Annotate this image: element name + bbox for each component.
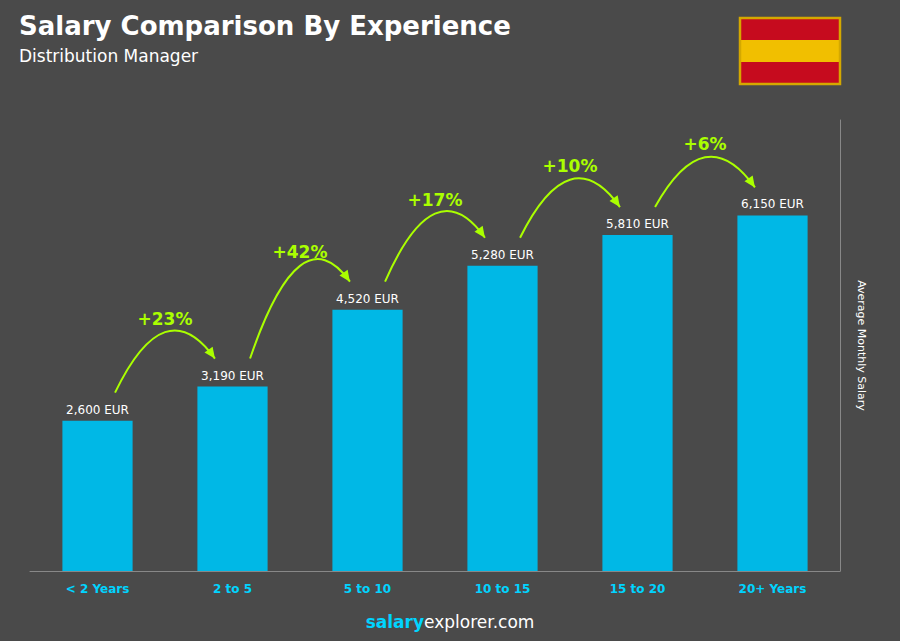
- svg-text:5 to 10: 5 to 10: [344, 582, 391, 596]
- svg-text:4,520 EUR: 4,520 EUR: [336, 292, 399, 306]
- svg-text:2 to 5: 2 to 5: [213, 582, 252, 596]
- svg-text:+17%: +17%: [408, 190, 463, 210]
- svg-text:3,190 EUR: 3,190 EUR: [201, 369, 264, 383]
- svg-text:< 2 Years: < 2 Years: [66, 582, 130, 596]
- svg-text:+10%: +10%: [543, 156, 598, 176]
- svg-text:6,150 EUR: 6,150 EUR: [741, 197, 804, 211]
- svg-text:2,600 EUR: 2,600 EUR: [66, 403, 129, 417]
- svg-text:Average Monthly Salary: Average Monthly Salary: [855, 280, 868, 411]
- svg-text:10 to 15: 10 to 15: [475, 582, 531, 596]
- svg-text:+23%: +23%: [138, 309, 193, 329]
- svg-text:Salary Comparison By Experienc: Salary Comparison By Experience: [19, 11, 511, 41]
- svg-text:20+ Years: 20+ Years: [739, 582, 807, 596]
- svg-text:15 to 20: 15 to 20: [610, 582, 666, 596]
- svg-text:5,810 EUR: 5,810 EUR: [606, 217, 669, 231]
- svg-text:+42%: +42%: [273, 242, 328, 262]
- svg-text:salary: salary: [366, 612, 424, 632]
- svg-text:Distribution Manager: Distribution Manager: [19, 46, 198, 66]
- svg-text:5,280 EUR: 5,280 EUR: [471, 248, 534, 262]
- svg-text:explorer.com: explorer.com: [424, 612, 534, 632]
- svg-text:+6%: +6%: [683, 134, 726, 154]
